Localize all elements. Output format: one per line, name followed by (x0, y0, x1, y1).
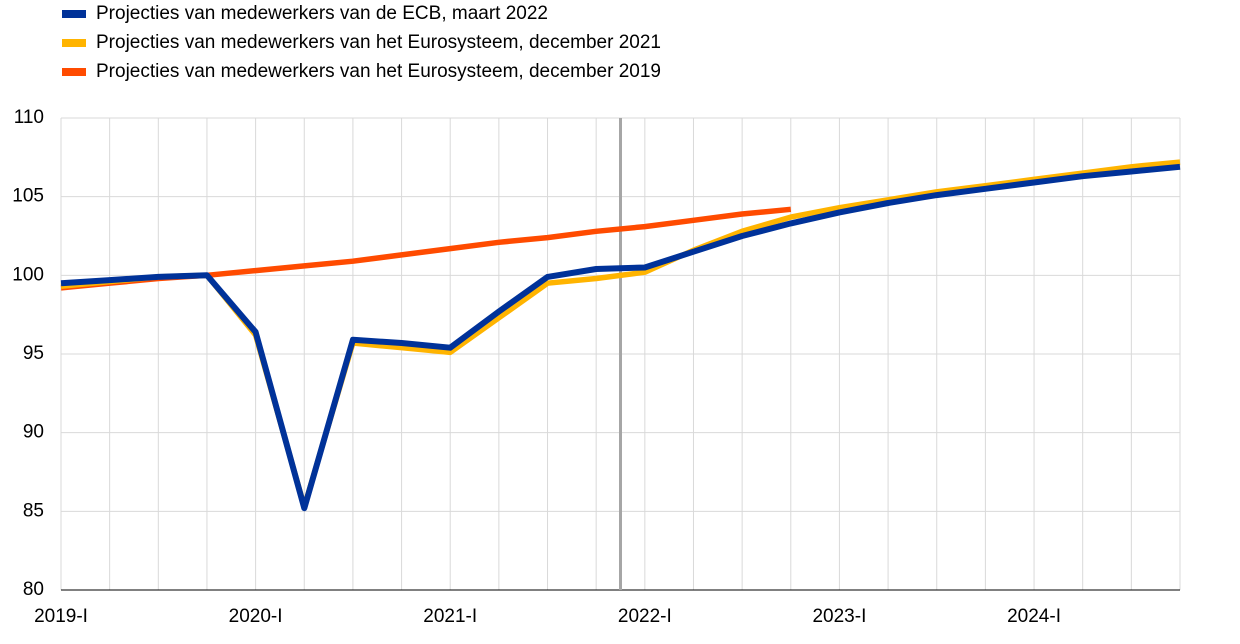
legend-label: Projecties van medewerkers van de ECB, m… (96, 3, 548, 24)
y-tick-label: 95 (23, 343, 44, 364)
legend-swatch (62, 68, 86, 76)
y-tick-label: 90 (23, 422, 44, 443)
y-tick-label: 105 (12, 186, 44, 207)
x-tick-label: 2020-I (229, 606, 283, 627)
y-tick-label: 110 (14, 107, 44, 128)
y-tick-label: 85 (23, 500, 44, 521)
x-tick-label: 2019-I (34, 606, 88, 627)
legend-swatch (62, 39, 86, 47)
series-line (60, 163, 1181, 512)
x-tick-label: 2021-I (423, 606, 477, 627)
legend-label: Projecties van medewerkers van het Euros… (96, 32, 661, 53)
y-tick-label: 100 (12, 264, 44, 285)
y-tick-label: 80 (23, 579, 44, 600)
legend-label: Projecties van medewerkers van het Euros… (96, 61, 661, 82)
x-tick-label: 2024-I (1007, 606, 1061, 627)
x-tick-label: 2022-I (618, 606, 672, 627)
legend-swatch (62, 10, 86, 18)
x-tick-label: 2023-I (812, 606, 866, 627)
